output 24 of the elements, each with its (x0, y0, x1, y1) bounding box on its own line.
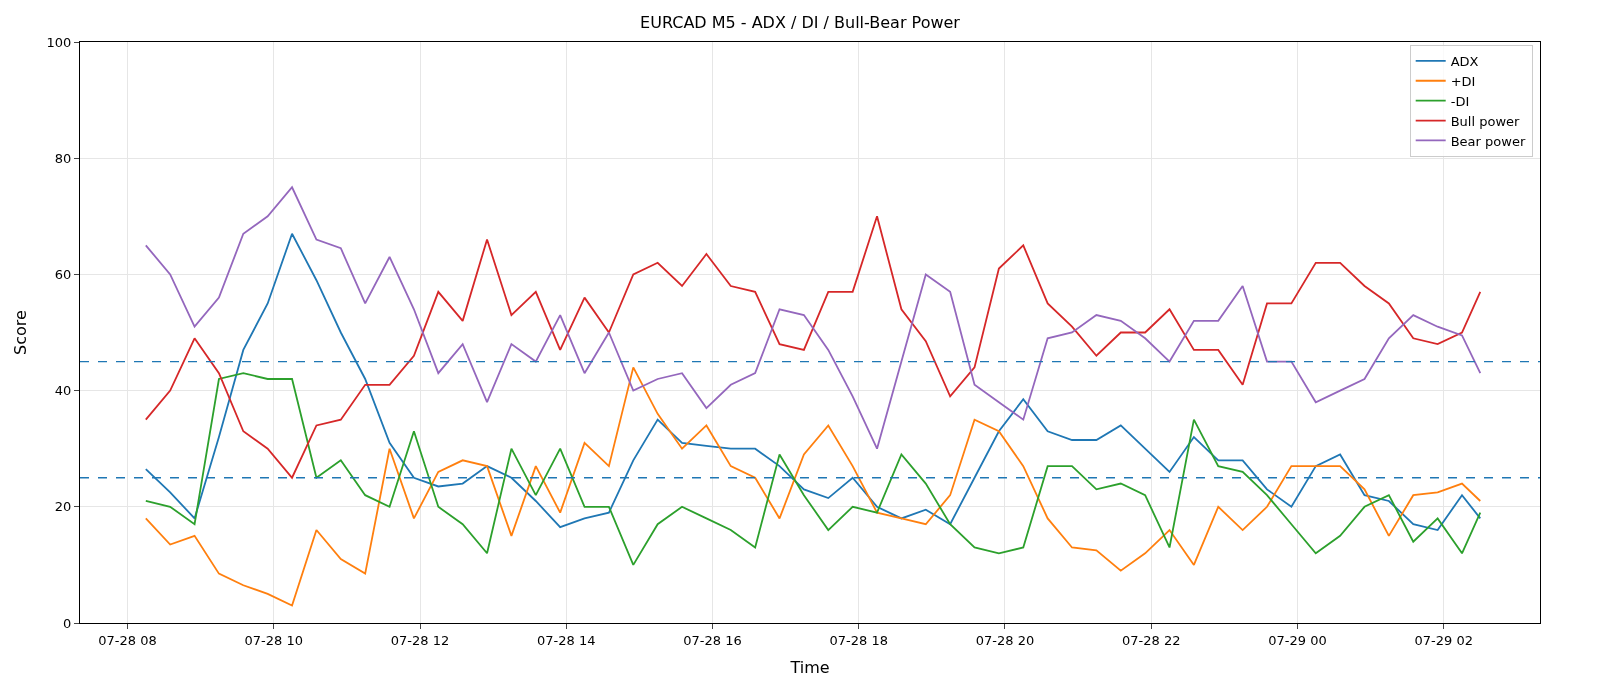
x-tick-label: 07-28 18 (829, 632, 888, 648)
x-tick-label: 07-28 12 (390, 632, 450, 648)
y-tick-label: 20 (54, 499, 72, 515)
x-tick-label: 07-28 10 (244, 632, 303, 648)
legend-label: +DI (1450, 73, 1476, 89)
x-tick-label: 07-28 16 (683, 632, 742, 648)
y-tick-label: 0 (63, 615, 72, 631)
legend-label: Bull power (1450, 113, 1521, 129)
y-axis-title: Score (11, 310, 31, 355)
x-tick-label: 07-28 14 (537, 632, 596, 648)
x-tick-label: 07-28 08 (98, 632, 157, 648)
x-axis-title: Time (789, 658, 830, 678)
x-tick-label: 07-29 02 (1414, 632, 1473, 648)
y-tick-label: 100 (46, 34, 72, 50)
x-tick-label: 07-29 00 (1268, 632, 1327, 648)
chart-title: EURCAD M5 - ADX / DI / Bull-Bear Power (640, 13, 961, 33)
y-tick-label: 40 (54, 383, 72, 399)
y-tick-label: 60 (54, 266, 72, 282)
y-tick-label: 80 (54, 150, 72, 166)
x-tick-label: 07-28 22 (1122, 632, 1181, 648)
legend-label: Bear power (1450, 133, 1526, 149)
legend-label: ADX (1450, 53, 1479, 69)
x-tick-label: 07-28 20 (975, 632, 1035, 648)
legend-label: -DI (1450, 93, 1470, 109)
